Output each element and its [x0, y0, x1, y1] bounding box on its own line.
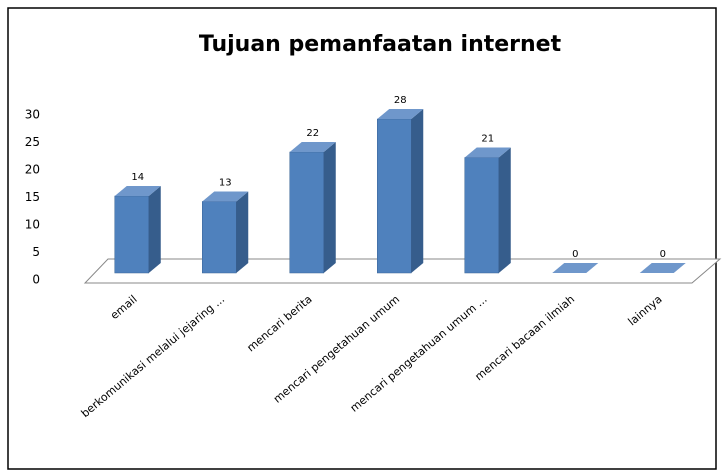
bar-front [377, 118, 412, 274]
bar-side [411, 109, 424, 273]
bar-side [498, 147, 511, 273]
bar-top [639, 263, 686, 273]
bar-front [464, 157, 499, 274]
chart-title: Tujuan pemanfaatan internet [199, 32, 562, 57]
bar-front [114, 195, 149, 274]
y-tick-label: 10 [25, 218, 40, 232]
data-label: 13 [219, 178, 232, 189]
y-tick-label: 25 [25, 135, 40, 149]
bar-front [289, 151, 324, 274]
bar-front [202, 201, 237, 274]
data-label: 28 [394, 95, 407, 106]
y-tick-label: 5 [32, 245, 40, 259]
y-tick-label: 20 [25, 163, 40, 177]
bar-side [148, 186, 161, 273]
y-tick-label: 0 [32, 273, 40, 287]
y-tick-label: 15 [25, 190, 40, 204]
bar-top [377, 109, 424, 119]
data-label: 0 [572, 249, 578, 260]
data-label: 14 [131, 172, 144, 183]
y-tick-label: 30 [25, 108, 40, 122]
bar-top [114, 186, 161, 196]
data-label: 22 [306, 128, 319, 139]
bar-side [236, 191, 249, 273]
bar-top [202, 191, 249, 202]
bar-top [552, 263, 599, 273]
data-label: 21 [481, 134, 494, 145]
bar-top [464, 147, 511, 158]
data-label: 0 [660, 249, 666, 260]
bar-side [323, 142, 336, 273]
bar-top [289, 142, 336, 152]
